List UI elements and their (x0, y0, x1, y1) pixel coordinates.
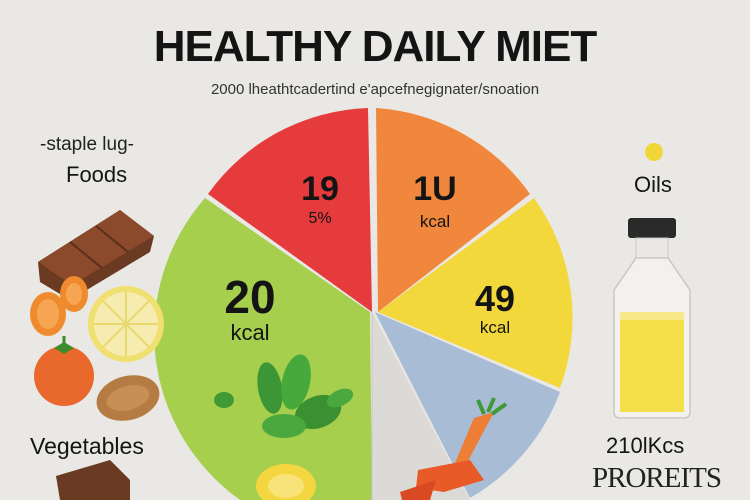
lemon-slice-icon (88, 286, 164, 362)
pie-segment-gray (372, 312, 470, 500)
yellow-segment-unit: kcal (479, 318, 511, 337)
oil-bottle-icon (613, 218, 691, 419)
green-segment-unit: kcal (230, 320, 270, 345)
page-title: HEALTHY DAILY MIET (153, 22, 597, 71)
orange-segment-unit: kcal (419, 212, 451, 231)
pie-segment-blue (375, 312, 560, 498)
page-subtitle: 2000 lheathtcadertind e'apcefnegignater/… (210, 81, 540, 98)
orange-slice-icon (30, 276, 88, 336)
leafy-greens-icon (214, 354, 354, 438)
pie-segment-red (208, 108, 372, 312)
pie-segment-orange (376, 108, 530, 312)
pie-segment-yellow (378, 198, 573, 388)
green-segment-value: 20 (224, 271, 276, 323)
tomato-icon (34, 336, 94, 406)
staple-foods-label: Foods (66, 162, 128, 187)
chocolate-piece-icon (56, 460, 130, 500)
oil-drop-icon (645, 143, 663, 161)
staple-heading: -staple lug- (40, 134, 134, 155)
vegetables-label: Vegetables (30, 433, 144, 459)
red-segment-unit: 5% (308, 210, 332, 227)
carrot-icon (400, 397, 508, 500)
red-segment-value: 19 (301, 170, 339, 208)
almond-icon (96, 375, 160, 421)
yellow-segment-value: 49 (474, 278, 516, 319)
oils-label: Oils (634, 172, 672, 197)
oils-kcal-label: 210lKcs (606, 433, 685, 458)
proteins-label: PROREITS (592, 462, 722, 494)
orange-segment-value: 1U (413, 170, 457, 208)
pasta-icon (256, 464, 316, 500)
chocolate-bar-icon (38, 210, 154, 300)
